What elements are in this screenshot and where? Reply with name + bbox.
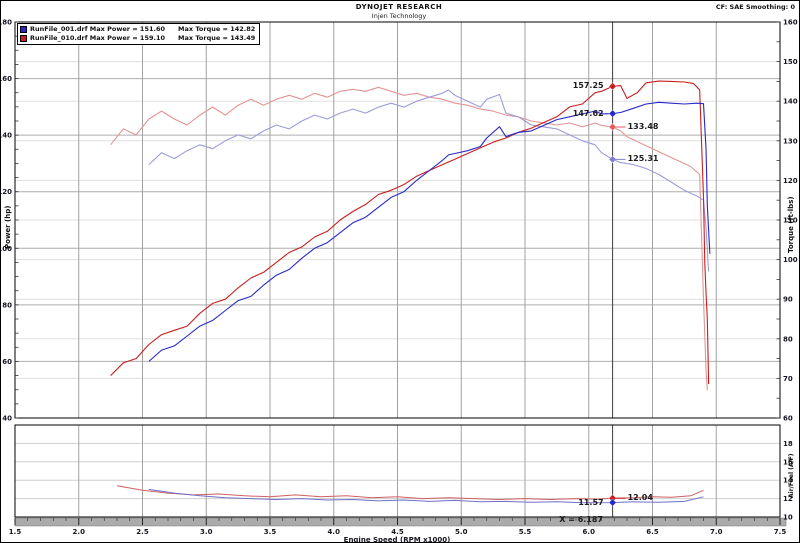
afr-tick-label: 14 <box>783 477 793 485</box>
torque-tick-label: 90 <box>783 296 793 304</box>
legend-color-swatch <box>20 25 27 33</box>
power-tick-label: 80 <box>2 301 12 309</box>
afr-axis-title: Air/Fuel (A/F) <box>788 453 795 498</box>
rpm-tick-label: 5.5 <box>519 528 532 536</box>
power-tick-label: 160 <box>1 75 12 83</box>
power-tick-label: 140 <box>1 132 12 140</box>
page-title: DYNOJET RESEARCH <box>355 3 443 11</box>
torque-tick-label: 100 <box>783 256 798 264</box>
afr-tick-label: 18 <box>783 440 793 448</box>
torque-tick-label: 60 <box>783 415 793 423</box>
rpm-tick-label: 6.0 <box>583 528 596 536</box>
cursor-value-marker <box>608 123 617 131</box>
power-curve-blue <box>148 101 711 362</box>
torque-tick-label: 140 <box>783 98 798 106</box>
run-curves <box>110 80 711 504</box>
cursor-value-marker <box>608 494 617 503</box>
afr-curve <box>116 485 704 501</box>
rpm-ruler-band <box>14 517 787 527</box>
cursor-value-label: 125.31 <box>627 154 659 164</box>
torque-tick-label: 150 <box>783 58 798 66</box>
torque-tick-label: 70 <box>783 375 793 383</box>
x-axis-title: Engine Speed (RPM x1000) <box>344 536 451 543</box>
afr-plot-area[interactable] <box>14 424 781 518</box>
legend-row[interactable]: RunFile_010.drf Max Power = 159.10 Max To… <box>20 34 255 42</box>
cursor-value-label: 11.57 <box>578 497 604 507</box>
torque-tick-label: 120 <box>783 177 798 185</box>
torque-curve-red <box>110 86 708 391</box>
cursor-x-label: X = 6.187 <box>559 515 603 524</box>
afr-tick-label: 16 <box>783 458 793 466</box>
legend-row[interactable]: RunFile_001.drf Max Power = 151.60 Max To… <box>20 25 255 33</box>
annotation-markers <box>608 82 626 507</box>
power-tick-label: 180 <box>1 19 12 27</box>
legend-run-power: RunFile_010.drf Max Power = 159.10 <box>30 34 166 42</box>
cursor-value-label: 12.04 <box>627 493 653 503</box>
torque-axis-title: Torque (ft-lbs) <box>787 196 795 253</box>
rpm-tick-label: 4.0 <box>328 528 341 536</box>
rpm-tick-label: 6.5 <box>646 528 659 536</box>
cursor-value-label: 157.25 <box>572 81 604 91</box>
run-legend: RunFile_001.drf Max Power = 151.60 Max To… <box>17 23 261 45</box>
rpm-tick-label: 7.0 <box>710 528 723 536</box>
correction-smoothing-status: CF: SAE Smoothing: 0 <box>715 3 795 11</box>
cursor-value-marker <box>608 155 617 164</box>
afr-tick-label: 12 <box>783 495 793 503</box>
page-subtitle: Injen Technology <box>371 12 427 20</box>
legend-run-power: RunFile_001.drf Max Power = 151.60 <box>30 25 166 33</box>
torque-tick-label: 80 <box>783 335 793 343</box>
power-tick-label: 100 <box>1 245 12 253</box>
cursor-value-marker <box>608 109 617 118</box>
torque-tick-label: 160 <box>783 19 798 27</box>
power-curve-red <box>110 80 710 385</box>
afr-tick-label: 10 <box>783 514 793 522</box>
rpm-tick-label: 2.5 <box>136 528 149 536</box>
afr-curve <box>148 488 704 504</box>
torque-tick-label: 130 <box>783 137 798 145</box>
gridlines <box>14 21 781 518</box>
cursor-value-label: 147.62 <box>572 108 604 118</box>
rpm-tick-label: 1.5 <box>9 528 22 536</box>
legend-run-torque: Max Torque = 143.49 <box>178 34 256 42</box>
torque-curve-red <box>148 89 710 272</box>
cursor-value-marker <box>608 82 617 91</box>
axis-tick-labels: 40 60 80 100 120 140 160 180 60 70 80 90 100 110 120 13… <box>1 19 798 543</box>
legend-run-torque: Max Torque = 142.82 <box>178 25 256 33</box>
torque-tick-label: 110 <box>783 217 798 225</box>
power-tick-label: 60 <box>2 358 12 366</box>
power-tick-label: 120 <box>1 188 12 196</box>
power-axis-title: Power (hp) <box>4 205 12 249</box>
cursor-value-marker <box>608 498 617 507</box>
rpm-tick-label: 3.5 <box>264 528 277 536</box>
rpm-tick-label: 3.0 <box>200 528 213 536</box>
power-tick-label: 40 <box>2 415 12 423</box>
cursor-lines[interactable] <box>605 22 614 527</box>
rpm-tick-label: 4.5 <box>391 528 404 536</box>
legend-color-swatch <box>20 34 27 42</box>
rpm-tick-label: 2.0 <box>73 528 86 536</box>
cursor-value-label: 133.48 <box>627 122 659 132</box>
rpm-tick-label: 5.0 <box>455 528 468 536</box>
rpm-tick-label: 7.5 <box>774 528 787 536</box>
x-axis-ruler <box>14 21 787 527</box>
